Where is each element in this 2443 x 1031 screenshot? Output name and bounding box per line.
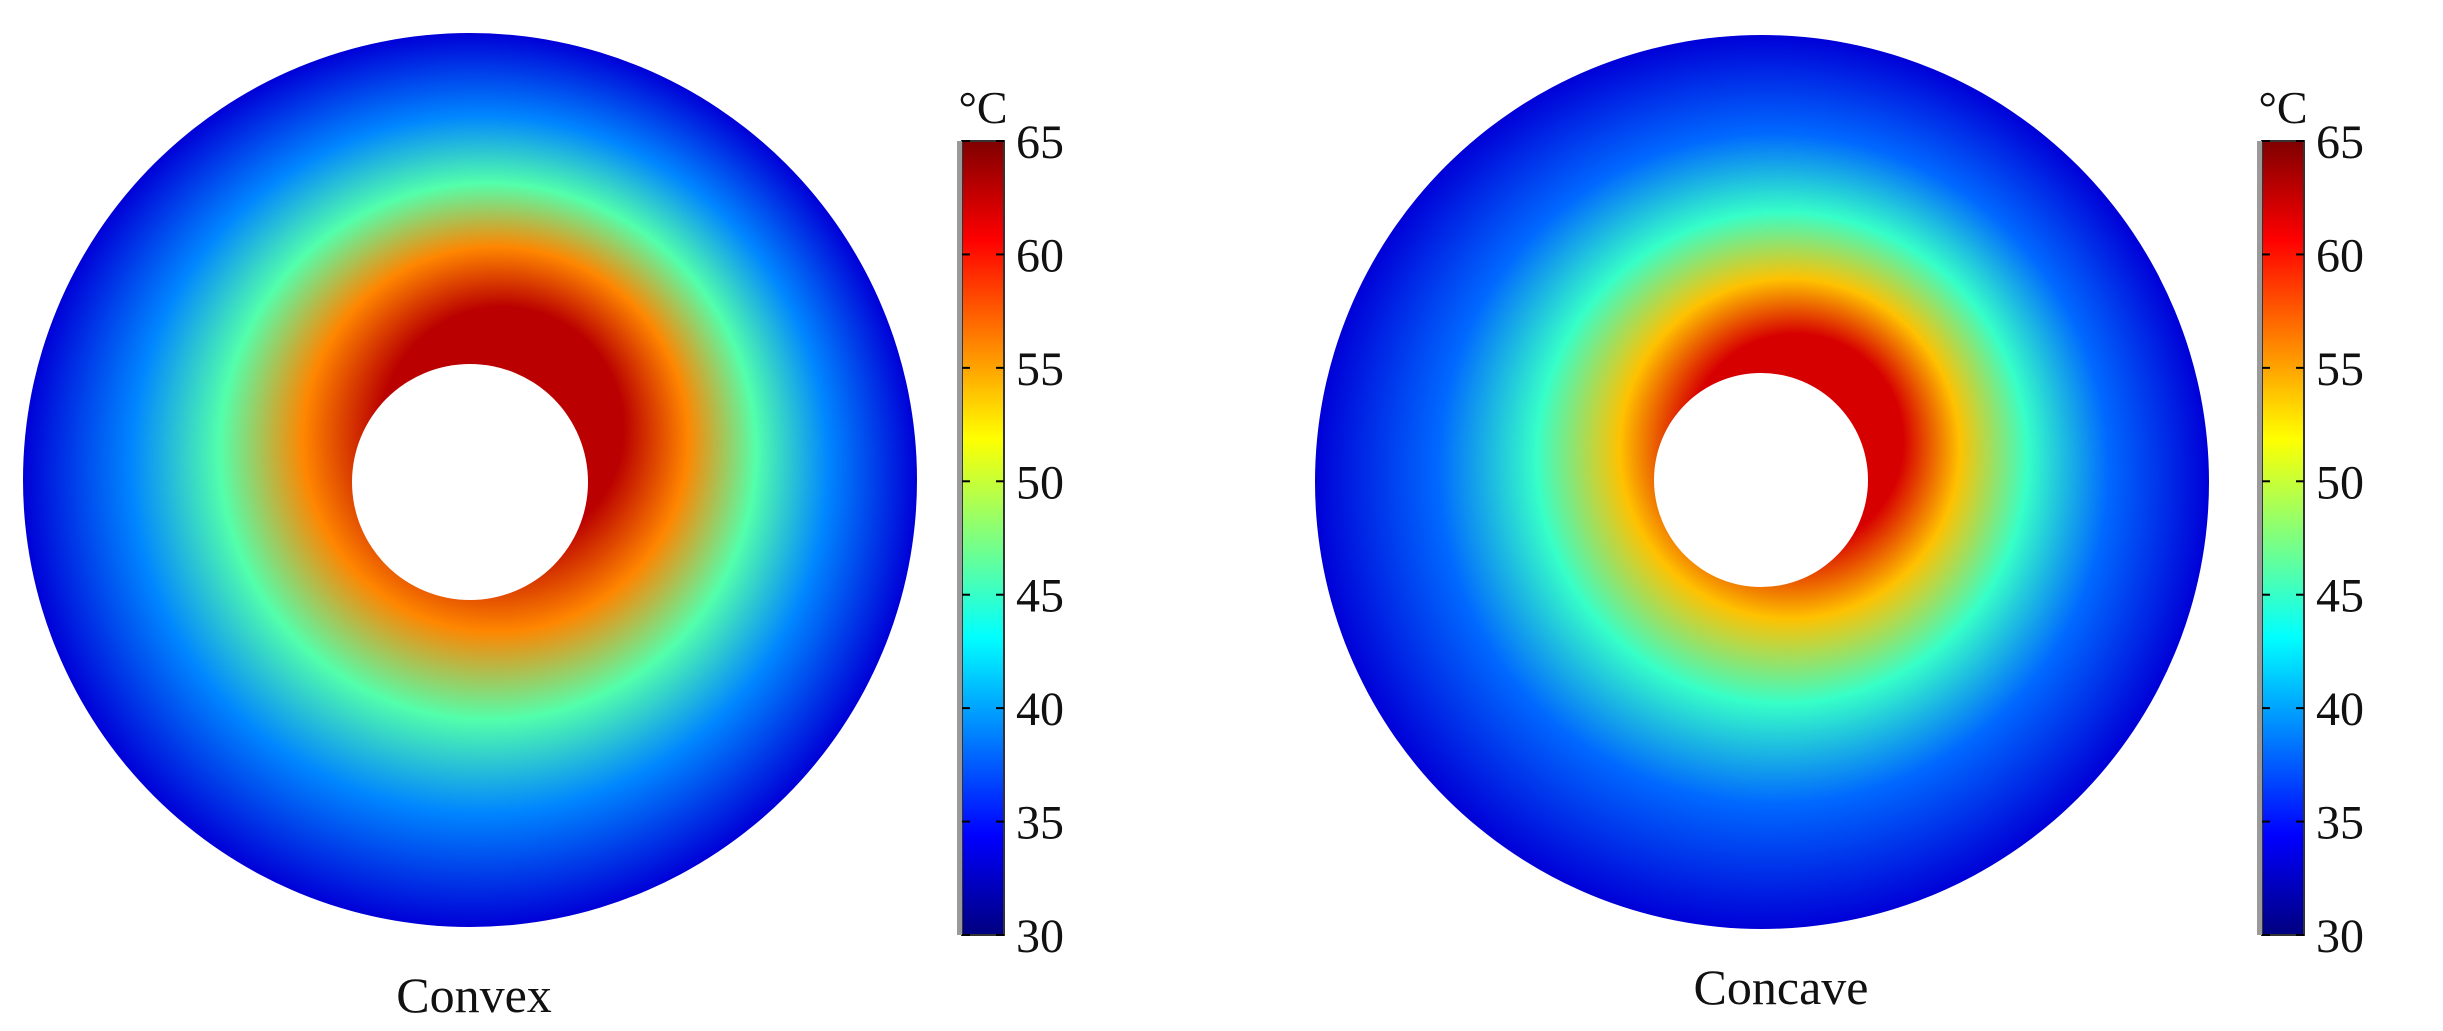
colorbar-tick-label: 30	[1016, 910, 1064, 963]
colorbar-edge	[2257, 141, 2262, 935]
concave-colorbar: 30 35 40 45 50 55 60 65°C	[2257, 82, 2364, 963]
convex-title: Convex	[396, 967, 552, 1023]
convex-colorbar: 30 35 40 45 50 55 60 65°C	[957, 82, 1064, 963]
concave-panel: Concave 30 35 40 45 50 55 60 65°C	[1315, 35, 2364, 1015]
colorbar-gradient	[2261, 140, 2305, 936]
colorbar-tick-label: 50	[2316, 456, 2364, 509]
colorbar-tick-label: 65	[2316, 116, 2364, 169]
concave-inner-hole	[1654, 373, 1868, 587]
convex-panel: Convex 30 35 40 45 50 55 60 65°C	[23, 33, 1064, 1023]
colorbar-tick-label: 30	[2316, 910, 2364, 963]
colorbar-gradient	[961, 140, 1005, 936]
colorbar-tick-label: 55	[2316, 343, 2364, 396]
colorbar-tick-label: 60	[1016, 229, 1064, 282]
colorbar-tick-label: 35	[2316, 797, 2364, 850]
colorbar-tick-label: 55	[1016, 343, 1064, 396]
colorbar-edge	[957, 141, 962, 935]
colorbar-unit-label: °C	[2258, 82, 2307, 133]
colorbar-tick-label: 50	[1016, 456, 1064, 509]
colorbar-tick-label: 45	[1016, 570, 1064, 623]
colorbar-unit-label: °C	[958, 82, 1007, 133]
convex-inner-hole	[352, 364, 588, 600]
colorbar-tick-label: 35	[1016, 797, 1064, 850]
colorbar-tick-label: 65	[1016, 116, 1064, 169]
concave-title: Concave	[1694, 959, 1869, 1015]
colorbar-tick-label: 45	[2316, 570, 2364, 623]
colorbar-tick-label: 40	[1016, 683, 1064, 736]
colorbar-tick-label: 40	[2316, 683, 2364, 736]
colorbar-tick-label: 60	[2316, 229, 2364, 282]
